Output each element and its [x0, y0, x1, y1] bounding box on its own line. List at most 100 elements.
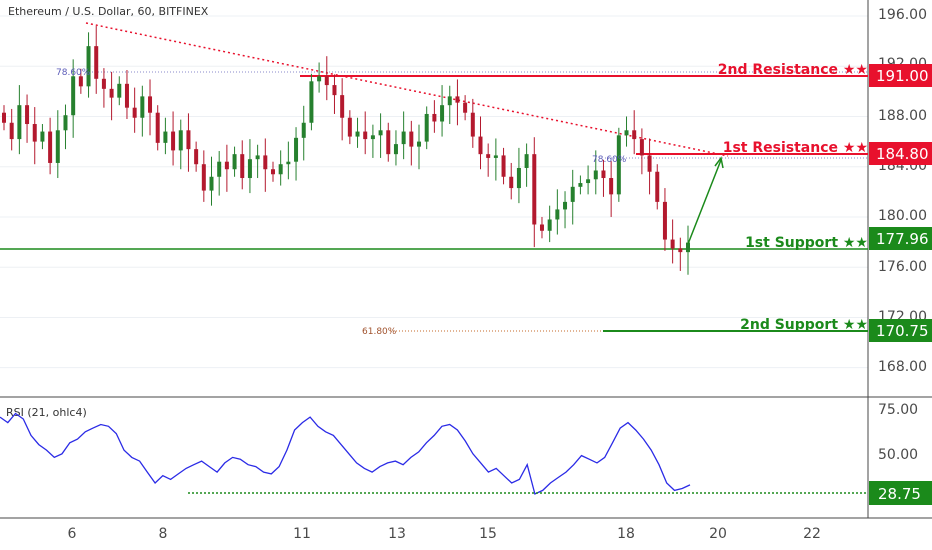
- rsi-value: 28.75: [878, 485, 921, 503]
- rsi-tick-label: 75.00: [878, 402, 918, 418]
- time-tick-label: 18: [617, 526, 635, 542]
- candle-body: [670, 239, 675, 249]
- candle-body: [178, 130, 183, 151]
- candle-body: [470, 112, 475, 137]
- descending-trendline: [85, 22, 729, 157]
- candle-body: [247, 159, 252, 179]
- candle-body: [155, 112, 160, 143]
- candle-body: [609, 178, 614, 195]
- candle-body: [493, 155, 498, 158]
- candle-body: [486, 154, 491, 158]
- candle-body: [217, 161, 222, 177]
- candle-body: [593, 170, 598, 180]
- chart-title: Ethereum / U.S. Dollar, 60, BITFINEX: [8, 5, 209, 18]
- resistance-2-badge: [869, 64, 932, 87]
- price-tick-label: 176.00: [878, 259, 927, 275]
- candle-body: [171, 131, 176, 151]
- candle-body: [63, 115, 68, 131]
- projection-arrowhead: [714, 156, 724, 169]
- time-tick-label: 15: [479, 526, 497, 542]
- fib-label-2: 78.60%: [592, 155, 627, 165]
- candle-body: [355, 131, 360, 137]
- candle-body: [463, 102, 468, 113]
- time-tick-label: 22: [803, 526, 821, 542]
- candle-body: [40, 131, 45, 142]
- candle-body: [616, 135, 621, 195]
- price-tick-label: 168.00: [878, 359, 927, 375]
- candle-body: [2, 112, 6, 123]
- candle-body: [163, 131, 168, 143]
- candle-body: [25, 105, 30, 125]
- time-tick-label: 13: [388, 526, 406, 542]
- candle-body: [255, 155, 260, 160]
- candle-body: [224, 161, 229, 170]
- candle-body: [17, 105, 22, 140]
- resistance-1-badge: [869, 142, 932, 165]
- candle-body: [424, 113, 429, 142]
- candle-body: [447, 96, 452, 106]
- price-tick-label: 180.00: [878, 208, 927, 224]
- candle-body: [563, 201, 568, 210]
- candle-body: [86, 46, 91, 87]
- candle-body: [409, 131, 414, 147]
- candle-body: [240, 154, 245, 179]
- candle-body: [71, 76, 76, 116]
- candle-body: [78, 76, 83, 87]
- candle-body: [294, 137, 299, 162]
- candle-body: [140, 96, 145, 118]
- candle-body: [524, 154, 529, 168]
- candle-body: [509, 176, 514, 189]
- candle-body: [547, 219, 552, 231]
- candle-body: [647, 155, 652, 172]
- candle-body: [332, 85, 337, 96]
- candle-body: [532, 154, 537, 225]
- candle-body: [370, 135, 375, 140]
- candle-body: [455, 96, 460, 103]
- candle-body: [555, 209, 560, 220]
- candle-body: [132, 107, 137, 118]
- fib-label-1: 78.60%: [56, 68, 91, 78]
- candle-body: [270, 169, 275, 175]
- support-2-value: 170.75: [876, 322, 929, 340]
- candle-body: [686, 242, 690, 253]
- candle-body: [478, 136, 483, 155]
- support-1-label: 1st Support ★★: [745, 235, 868, 251]
- candle-body: [539, 224, 544, 231]
- candlestick-series: [2, 26, 690, 275]
- rsi-title: RSI (21, ohlc4): [6, 406, 87, 419]
- support-1-value: 177.96: [876, 230, 929, 248]
- candle-body: [48, 131, 53, 163]
- candle-body: [386, 130, 391, 155]
- candle-body: [516, 167, 521, 189]
- candle-body: [632, 130, 637, 140]
- resistance-2-value: 191.00: [876, 67, 929, 85]
- resistance-1-value: 184.80: [876, 145, 929, 163]
- candle-body: [624, 130, 629, 136]
- candle-body: [186, 130, 191, 150]
- candle-body: [440, 105, 445, 122]
- candle-body: [501, 155, 506, 177]
- time-tick-label: 20: [709, 526, 727, 542]
- candle-body: [639, 139, 644, 156]
- projection-arrow-line: [687, 159, 722, 245]
- time-axis: 6 8 11 13 15 18 20 22: [68, 526, 821, 542]
- candle-body: [301, 122, 306, 138]
- candle-body: [586, 179, 591, 184]
- candle-body: [347, 117, 352, 137]
- candle-body: [340, 95, 345, 118]
- candle-body: [601, 170, 606, 179]
- candle-body: [263, 155, 268, 170]
- price-axis: 196.00 192.00 188.00 184.00 180.00 176.0…: [878, 7, 927, 375]
- candle-body: [570, 186, 575, 202]
- rsi-value-badge: [869, 481, 932, 505]
- candle-body: [286, 161, 291, 165]
- candle-body: [393, 144, 398, 155]
- support-2-badge: [869, 319, 932, 342]
- candle-body: [278, 164, 283, 175]
- candle-body: [201, 164, 206, 191]
- candle-body: [432, 113, 437, 122]
- candle-body: [124, 83, 129, 108]
- candle-body: [317, 76, 322, 82]
